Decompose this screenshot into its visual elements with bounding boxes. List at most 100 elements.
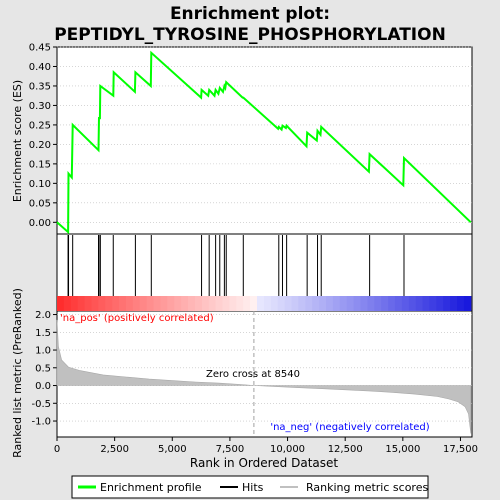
rank-bar-segment [429,296,437,311]
metric-y-axis-ticks: 2.0 1.5 1.0 0.5 0.0 -0.5 -1.0 [31,310,57,428]
legend-enrichment-label: Enrichment profile [100,481,202,494]
metric-y-tick-label: 1.5 [35,328,51,339]
es-y-tick-label: 0.40 [29,62,51,73]
rank-bar-segment [146,296,155,311]
rank-bar-segment [181,296,189,311]
rank-bar-segment [105,296,113,311]
rank-bar-segment [408,296,417,311]
x-axis-ticks: 0 2,500 5,000 7,500 10,000 12,500 15,000 17,500 [54,437,478,455]
legend-box [71,475,429,499]
rank-bar-segment [312,296,320,311]
metric-y-axis-label: Ranked list metric (PreRanked) [11,288,24,458]
x-tick-label: 5,000 [158,444,187,455]
rank-bar-segment [236,296,244,311]
rank-bar-segment [443,296,451,311]
rank-bar-segment [125,296,134,311]
legend-hits-label: Hits [242,481,264,494]
rank-bar-segment [381,296,389,311]
es-y-tick-label: 0.15 [29,159,51,170]
rank-bar-segment [360,296,368,311]
rank-bar-segment [160,296,168,311]
enrichment-profile-layer [56,50,472,235]
rank-bar-segment [305,296,313,311]
rank-bar-segment [257,296,265,311]
positive-correlation-label: 'na_pos' (positively correlated) [60,313,214,324]
rank-bar-segment [167,296,175,311]
rank-bar-segment [250,296,258,311]
rank-bar-segment [463,296,472,311]
ranking-metric-area [56,319,472,434]
rank-bar-segment [394,296,403,311]
es-y-tick-label: 0.10 [29,179,51,190]
rank-bar-segment [229,296,237,311]
rank-bar-segment [457,296,465,311]
rank-bar-segment [112,296,120,311]
rank-color-bar [57,296,472,311]
legend-metric-label: Ranking metric scores [306,481,428,494]
x-tick-label: 0 [54,444,60,455]
hits-layer [67,235,405,296]
metric-y-tick-label: -0.5 [31,399,51,410]
rank-bar-segment [450,296,458,311]
rank-bar-segment [70,296,79,311]
negative-correlation-label: 'na_neg' (negatively correlated) [270,422,429,433]
x-tick-label: 7,500 [216,444,245,455]
legend: Enrichment profile Hits Ranking metric s… [71,475,429,499]
x-tick-label: 2,500 [100,444,129,455]
rank-bar-segment [119,296,127,311]
rank-bar-segment [401,296,410,311]
rank-bar-segment [91,296,99,311]
x-tick-label: 12,500 [328,444,363,455]
rank-bar-segment [63,296,72,311]
rank-bar-segment [57,296,65,311]
rank-bar-segment [284,296,293,311]
chart-title-line1: Enrichment plot: [170,4,330,24]
es-y-axis-label: Enrichment score (ES) [11,80,24,202]
rank-bar-segment [208,296,217,311]
metric-y-tick-label: -1.0 [31,417,51,428]
rank-bar-segment [339,296,348,311]
rank-bar-segment [436,296,444,311]
rank-bar-segment [298,296,306,311]
es-y-tick-label: 0.00 [29,218,51,229]
zero-cross-label: Zero cross at 8540 [206,369,300,380]
rank-bar-segment [422,296,430,311]
rank-bar-segment [326,296,334,311]
x-tick-label: 17,500 [443,444,478,455]
rank-bar-segment [270,296,279,311]
es-y-tick-label: 0.20 [29,140,51,151]
es-gridlines [57,46,472,223]
rank-bar-segment [263,296,272,311]
metric-y-tick-label: 0.0 [35,381,51,392]
rank-bar-segment [353,296,361,311]
rank-bar-segment [277,296,286,311]
enrichment-profile-line [56,50,472,235]
rank-bar-segment [346,296,355,311]
rank-bar-segment [367,296,375,311]
rank-bar-segment [77,296,86,311]
rank-bar-segment [84,296,92,311]
rank-bar-segment [388,296,396,311]
rank-bar-segment [188,296,196,311]
rank-bar-segment [215,296,224,311]
rank-bar-segment [222,296,230,311]
x-tick-label: 15,000 [385,444,420,455]
rank-bar-segment [243,296,251,311]
rank-bar-segment [319,296,327,311]
x-axis-label: Rank in Ordered Dataset [190,456,338,470]
ranking-metric-layer [56,311,472,437]
x-tick-label: 10,000 [270,444,305,455]
rank-bar-segment [415,296,424,311]
es-y-tick-label: 0.30 [29,101,51,112]
rank-bar-segment [98,296,106,311]
es-panel [56,46,473,235]
rank-bar-segment [174,296,182,311]
rank-bar-segment [194,296,203,311]
metric-y-tick-label: 0.5 [35,363,51,374]
es-y-tick-label: 0.05 [29,198,51,209]
rank-bar-segment [332,296,341,311]
chart-title-line2: PEPTIDYL_TYROSINE_PHOSPHORYLATION [54,25,446,45]
rank-bar-segment [374,296,382,311]
es-y-tick-label: 0.35 [29,81,51,92]
